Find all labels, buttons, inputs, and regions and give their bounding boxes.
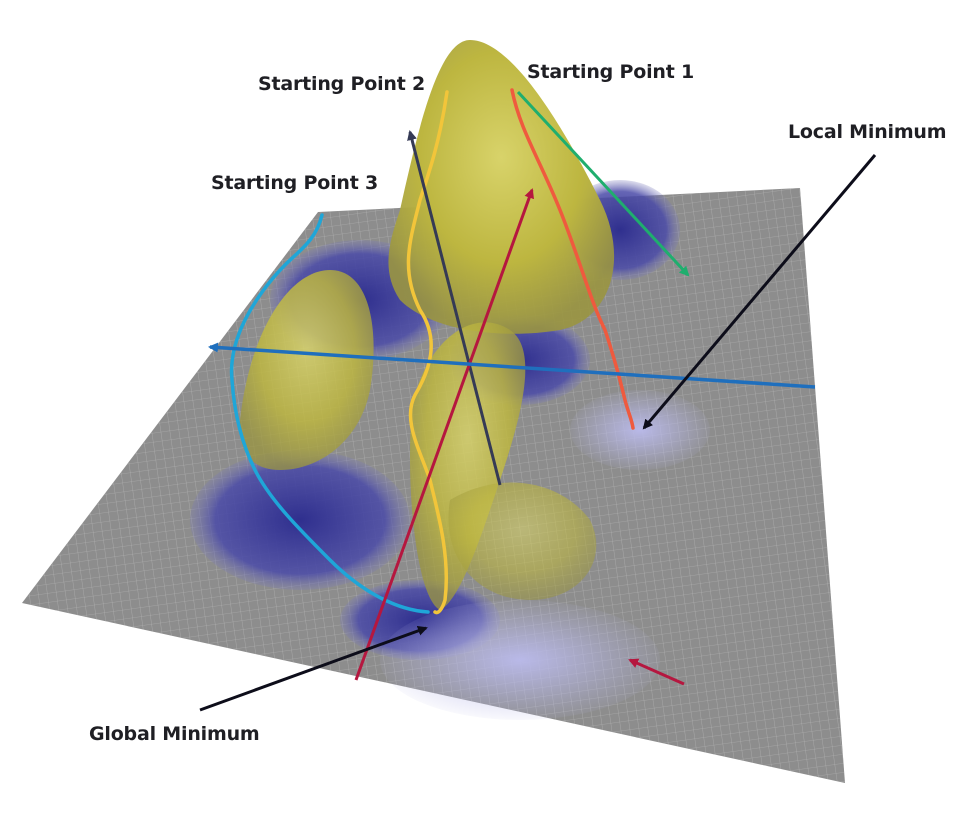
path-start-3 (229, 213, 430, 614)
peak-ridge-left (239, 270, 374, 470)
label-starting-point-3: Starting Point 3 (211, 172, 379, 194)
label-starting-point-1: Starting Point 1 (527, 61, 695, 83)
surface (22, 40, 845, 783)
label-starting-point-2: Starting Point 2 (258, 73, 426, 95)
label-local-minimum: Local Minimum (788, 121, 947, 143)
peak-ridge-center (410, 322, 526, 610)
arrow-local-minimum (642, 154, 877, 430)
label-global-minimum: Global Minimum (89, 723, 260, 745)
peak-ridge-lower (448, 482, 597, 600)
valley-low-glow (380, 600, 660, 720)
descent-paths (229, 88, 635, 615)
arrow-global-minimum (199, 626, 428, 712)
callout-arrows (199, 154, 877, 712)
direction-arrows (208, 90, 816, 686)
arrow-crimson-short (628, 658, 685, 686)
arrow-navy (407, 130, 502, 486)
arrow-blue (208, 342, 816, 389)
arrow-green (516, 90, 690, 277)
path-start-1 (510, 88, 635, 430)
valley-local (570, 390, 710, 470)
valley-left-lower (190, 450, 410, 590)
arrow-crimson-long (354, 188, 535, 681)
path-start-2 (406, 90, 449, 615)
